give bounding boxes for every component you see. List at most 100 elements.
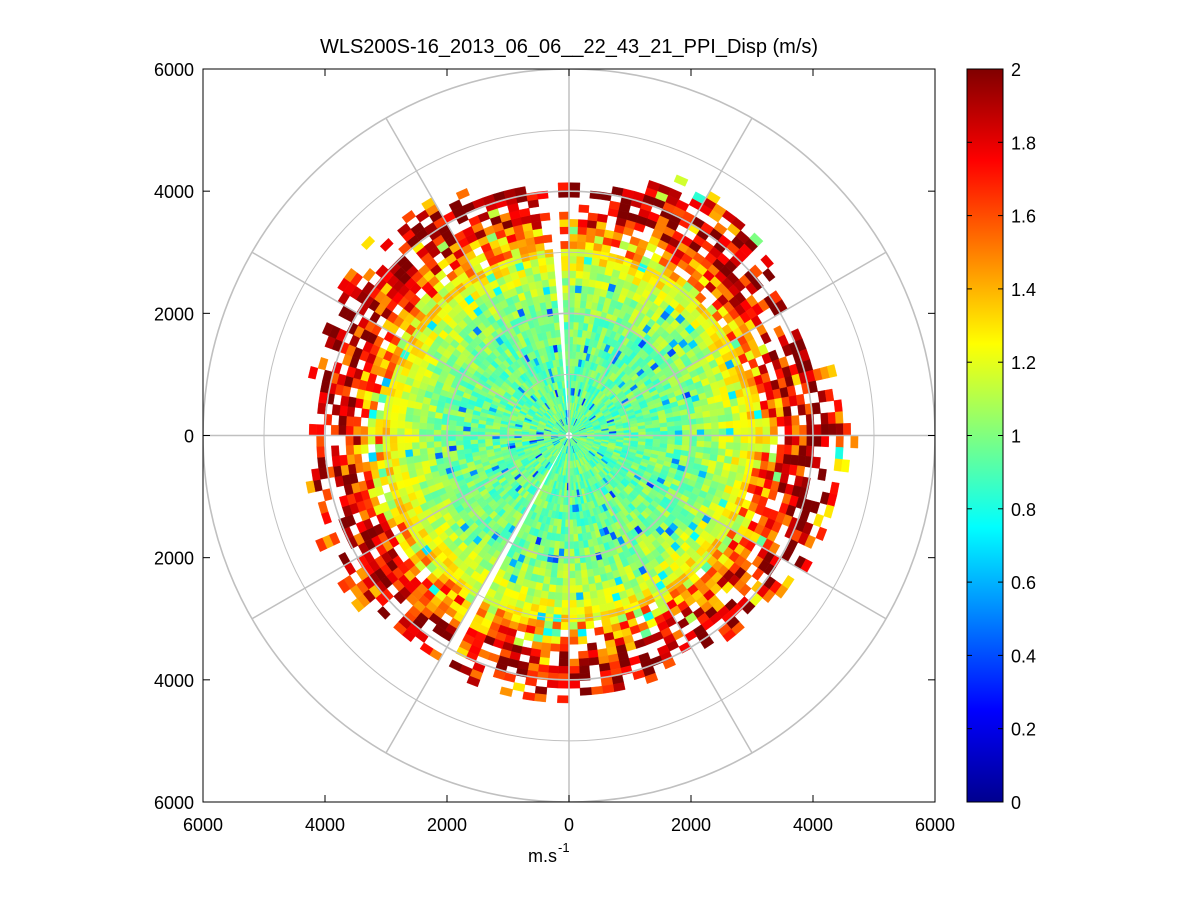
- data-cell: [374, 426, 383, 436]
- data-cell: [716, 407, 726, 417]
- data-cell: [455, 439, 464, 446]
- data-cell: [576, 606, 585, 616]
- data-cell: [572, 526, 578, 535]
- data-cell: [724, 413, 734, 423]
- data-cell: [568, 592, 577, 601]
- data-cell: [568, 636, 579, 645]
- data-cell: [397, 449, 406, 459]
- data-cell: [542, 627, 553, 637]
- colorbar-tick-label: 0.8: [1011, 500, 1036, 520]
- data-cell: [732, 412, 741, 422]
- data-cell: [360, 407, 370, 419]
- data-cell: [754, 418, 764, 428]
- data-cell: [426, 422, 435, 430]
- plot-area: [202, 68, 936, 803]
- data-cell: [587, 649, 599, 659]
- data-cell: [723, 406, 733, 416]
- data-cell: [559, 226, 570, 235]
- data-cell: [418, 441, 428, 449]
- data-cell: [659, 426, 668, 432]
- colorbar: 00.20.40.60.811.21.41.61.82: [966, 60, 1036, 813]
- data-cell: [725, 442, 734, 451]
- data-cell: [389, 442, 398, 452]
- data-cell: [375, 409, 385, 420]
- data-cell: [542, 286, 551, 295]
- data-cell: [582, 270, 591, 280]
- data-cell: [560, 607, 570, 616]
- x-tick-label: 4000: [793, 815, 833, 835]
- data-cell: [427, 452, 436, 461]
- data-cell: [739, 411, 748, 421]
- data-cell: [404, 420, 413, 429]
- data-cell: [548, 665, 560, 674]
- colorbar-tick-label: 1.2: [1011, 353, 1036, 373]
- data-cell: [455, 425, 464, 432]
- x-axis-label-main: m.s: [528, 846, 557, 866]
- data-cell: [817, 468, 827, 481]
- data-cell: [755, 426, 764, 436]
- data-cell: [484, 438, 493, 444]
- colorbar-tick-label: 1: [1011, 427, 1021, 447]
- data-cell: [696, 435, 705, 442]
- data-cell: [586, 568, 595, 578]
- data-cell: [585, 234, 596, 244]
- data-cell: [548, 278, 557, 287]
- data-cell: [739, 450, 748, 460]
- data-cell: [603, 229, 615, 239]
- data-cell: [522, 691, 536, 702]
- data-cell: [576, 255, 585, 265]
- data-cell: [681, 440, 690, 447]
- data-cell: [318, 391, 328, 404]
- data-cell: [339, 405, 348, 417]
- x-tick-label: 2000: [671, 815, 711, 835]
- data-cell: [790, 454, 799, 466]
- data-cell: [577, 233, 587, 243]
- data-cell: [674, 439, 683, 446]
- colorbar-gradient: [966, 68, 1004, 803]
- data-cell: [412, 454, 422, 464]
- data-cell: [588, 656, 600, 666]
- data-cell: [682, 429, 691, 436]
- data-cell: [711, 435, 720, 443]
- data-cell: [581, 285, 589, 295]
- data-cell: [549, 643, 561, 652]
- data-cell: [390, 450, 399, 460]
- data-cell: [374, 443, 384, 453]
- data-cell: [811, 456, 821, 469]
- colorbar-tick-label: 0.4: [1011, 646, 1036, 666]
- y-tick-label: 6000: [154, 60, 194, 80]
- data-cell: [696, 423, 705, 431]
- data-cell: [668, 188, 683, 200]
- data-cell: [587, 576, 596, 585]
- data-cell: [694, 292, 707, 304]
- data-cell: [398, 456, 408, 466]
- data-cell: [550, 569, 558, 579]
- data-cell: [761, 417, 771, 428]
- data-cell: [558, 358, 564, 367]
- data-cell: [740, 427, 749, 436]
- x-tick-label: 6000: [915, 815, 955, 835]
- data-cell: [749, 232, 764, 247]
- data-cell: [568, 226, 579, 235]
- data-cell: [562, 292, 570, 301]
- data-cell: [411, 428, 420, 436]
- data-cell: [330, 424, 339, 436]
- data-cell: [557, 182, 570, 191]
- data-cell: [833, 399, 843, 413]
- data-cell: [524, 677, 538, 687]
- data-cell: [555, 336, 562, 345]
- data-cell: [574, 299, 582, 308]
- data-cell: [577, 219, 589, 228]
- data-cell: [491, 438, 500, 443]
- data-cell: [725, 428, 734, 436]
- data-cell: [578, 650, 589, 660]
- data-cell: [426, 435, 434, 442]
- data-cell: [563, 548, 570, 557]
- data-cell: [791, 435, 800, 446]
- data-cell: [547, 270, 556, 280]
- data-cell: [583, 606, 593, 615]
- data-cell: [588, 583, 597, 592]
- data-cell: [559, 651, 570, 660]
- data-cell: [572, 519, 578, 528]
- data-cell: [404, 428, 413, 436]
